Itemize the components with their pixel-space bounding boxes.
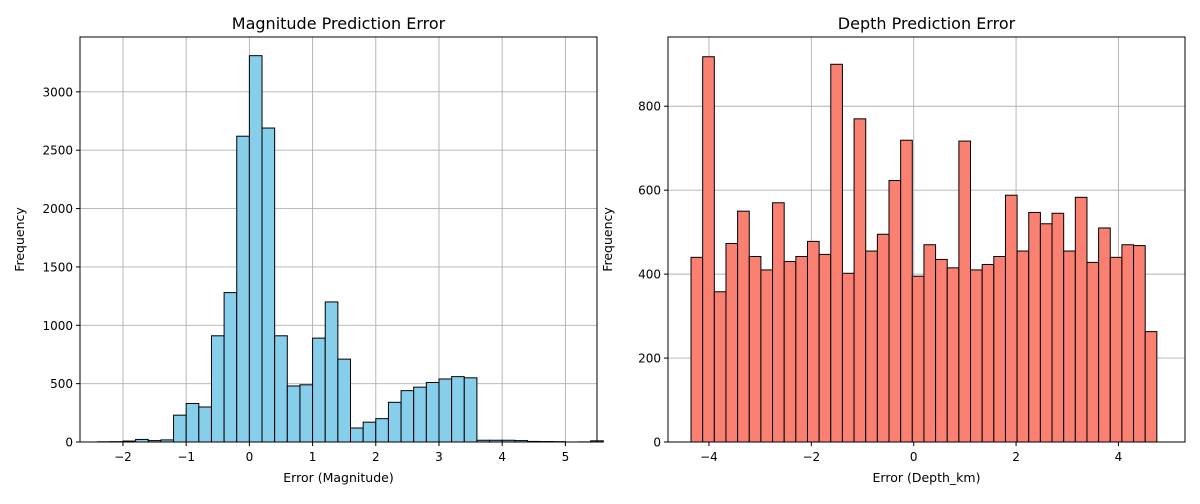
- depth-histogram-bar: [924, 245, 936, 442]
- depth-histogram-bar: [1110, 257, 1122, 442]
- depth-histogram-bar: [807, 241, 819, 442]
- magnitude-y-tick-label: 3000: [42, 85, 73, 99]
- depth-y-tick-label: 200: [638, 352, 661, 366]
- depth-y-tick-label: 400: [638, 268, 661, 282]
- magnitude-chart-title: Magnitude Prediction Error: [232, 14, 446, 33]
- depth-histogram-bar: [1029, 212, 1041, 442]
- magnitude-histogram-bar: [237, 136, 250, 442]
- depth-histogram-bar: [796, 256, 808, 442]
- magnitude-histogram-bar: [211, 336, 224, 442]
- depth-x-tick-label: −2: [802, 450, 820, 464]
- depth-histogram-bar: [1122, 245, 1134, 442]
- depth-histogram-bar: [971, 270, 983, 442]
- magnitude-x-tick-label: 2: [372, 450, 380, 464]
- magnitude-histogram-bar: [338, 359, 351, 442]
- depth-histogram-bar: [982, 264, 994, 442]
- depth-histogram-bar: [1099, 228, 1111, 442]
- magnitude-histogram-bar: [376, 419, 389, 442]
- depth-histogram-bar: [714, 292, 726, 442]
- magnitude-histogram-bar: [452, 377, 465, 442]
- depth-x-tick-label: 0: [910, 450, 918, 464]
- depth-histogram-bar: [1145, 332, 1157, 442]
- magnitude-histogram-bar: [388, 402, 401, 442]
- magnitude-histogram-bar: [464, 378, 477, 442]
- magnitude-histogram-bar: [262, 128, 275, 442]
- magnitude-histogram-bar: [325, 302, 338, 442]
- magnitude-histogram-bar: [414, 387, 427, 442]
- depth-histogram-bar: [749, 256, 761, 442]
- depth-x-tick-label: 4: [1115, 450, 1123, 464]
- depth-histogram-bar: [912, 276, 924, 442]
- magnitude-histogram-bar: [300, 385, 313, 442]
- magnitude-x-axis-label: Error (Magnitude): [283, 470, 393, 485]
- magnitude-x-tick-label: 3: [435, 450, 443, 464]
- depth-x-axis-label: Error (Depth_km): [873, 470, 981, 485]
- depth-histogram-bar: [1134, 246, 1146, 442]
- magnitude-histogram-bar: [249, 56, 262, 442]
- depth-histogram-bar: [1005, 195, 1017, 442]
- depth-histogram-bar: [959, 141, 971, 442]
- magnitude-y-tick-label: 1000: [42, 319, 73, 333]
- depth-y-axis-label: Frequency: [600, 207, 615, 272]
- depth-histogram-bar: [831, 64, 843, 442]
- depth-histogram-bar: [1052, 213, 1064, 442]
- depth-x-tick-label: −4: [700, 450, 718, 464]
- magnitude-y-tick-label: 500: [50, 377, 73, 391]
- depth-histogram-bar: [761, 270, 773, 442]
- depth-y-tick-label: 0: [653, 436, 661, 450]
- depth-y-tick-label: 800: [638, 100, 661, 114]
- depth-histogram-bar: [994, 256, 1006, 442]
- magnitude-x-tick-label: 1: [309, 450, 317, 464]
- magnitude-histogram-bar: [351, 428, 364, 442]
- magnitude-x-tick-label: 4: [498, 450, 506, 464]
- magnitude-y-tick-label: 0: [65, 436, 73, 450]
- depth-histogram-bar: [866, 251, 878, 442]
- magnitude-histogram-bar: [275, 336, 288, 442]
- depth-histogram-bar: [1017, 251, 1029, 442]
- depth-histogram-bar: [773, 203, 785, 442]
- magnitude-x-tick-label: 0: [246, 450, 254, 464]
- magnitude-histogram-bar: [186, 403, 199, 442]
- magnitude-histogram-bar: [287, 386, 300, 442]
- magnitude-x-tick-label: −2: [114, 450, 132, 464]
- depth-histogram-bar: [819, 254, 831, 442]
- depth-error-panel: −4 −2 0 2 4 0 200 400 600 800 Depth Prediction Er…: [600, 14, 1185, 485]
- depth-x-tick-label: 2: [1012, 450, 1020, 464]
- magnitude-y-tick-label: 2500: [42, 144, 73, 158]
- depth-histogram-bar: [1075, 197, 1087, 442]
- magnitude-histogram-bar: [401, 391, 414, 442]
- depth-histogram-bar: [691, 257, 703, 442]
- depth-histogram-bar: [1040, 224, 1052, 442]
- magnitude-error-panel: −2 −1 0 1 2 3 4 5 0 500 1000 1500 2000 2500 3000 Magni…: [12, 14, 603, 485]
- depth-histogram-bar: [901, 140, 913, 442]
- magnitude-y-tick-label: 2000: [42, 202, 73, 216]
- magnitude-histogram-bar: [224, 293, 237, 442]
- depth-histogram-bar: [936, 259, 948, 442]
- depth-histogram-bar: [703, 57, 715, 442]
- magnitude-x-tick-label: −1: [177, 450, 195, 464]
- depth-histogram-bar: [854, 119, 866, 442]
- magnitude-y-tick-label: 1500: [42, 260, 73, 274]
- depth-chart-title: Depth Prediction Error: [838, 14, 1016, 33]
- magnitude-histogram-bar: [313, 338, 326, 442]
- depth-histogram-bar: [738, 211, 750, 442]
- depth-histogram-bar: [1064, 251, 1076, 442]
- depth-histogram-bar: [889, 181, 901, 442]
- magnitude-histogram-bar: [439, 379, 452, 442]
- depth-histogram-bar: [877, 234, 889, 442]
- depth-histogram-bar: [784, 262, 796, 442]
- depth-histogram-bar: [842, 273, 854, 442]
- magnitude-y-axis-label: Frequency: [12, 207, 27, 272]
- magnitude-histogram-bar: [199, 407, 212, 442]
- magnitude-histogram-bar: [174, 415, 187, 442]
- depth-histogram-bar: [947, 268, 959, 442]
- magnitude-x-tick-label: 5: [562, 450, 570, 464]
- depth-y-tick-label: 600: [638, 184, 661, 198]
- magnitude-histogram-bar: [363, 422, 376, 442]
- depth-histogram-bar: [1087, 262, 1099, 442]
- magnitude-histogram-bar: [426, 382, 439, 442]
- depth-histogram-bar: [726, 243, 738, 442]
